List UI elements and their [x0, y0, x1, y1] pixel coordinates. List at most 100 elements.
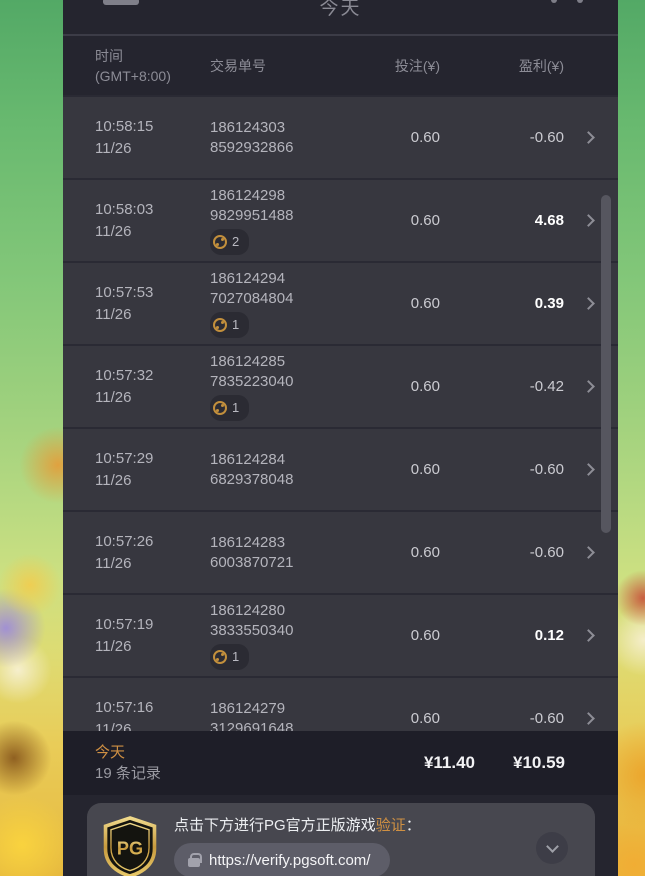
row-time: 10:57:16: [95, 698, 154, 716]
row-date: 11/26: [95, 305, 132, 323]
transaction-list: 10:58:15 11/26 186124303 8592932866 0.60…: [63, 95, 618, 731]
row-date: 11/26: [95, 471, 132, 489]
row-order-line2: 7835223040: [210, 373, 294, 390]
row-bet: 0.60: [410, 461, 440, 478]
row-profit: -0.60: [529, 461, 564, 478]
row-time: 10:57:19: [95, 615, 154, 633]
verify-banner-section: PG 点击下方进行PG官方正版游戏验证： https://verify.pgso…: [63, 795, 618, 876]
row-time-cell: 10:58:03 11/26: [95, 199, 210, 243]
row-date: 11/26: [95, 720, 132, 732]
row-date: 11/26: [95, 637, 132, 655]
row-detail-chevron[interactable]: [568, 629, 618, 642]
row-order-line2: 9829951488: [210, 207, 294, 224]
column-header-order: 交易单号: [210, 57, 266, 74]
row-order-line2: 3833550340: [210, 622, 294, 639]
chevron-right-icon: [581, 712, 595, 725]
row-bet: 0.60: [410, 129, 440, 146]
table-row[interactable]: 10:58:03 11/26 186124298 9829951488 2 0.…: [63, 180, 618, 261]
verify-url-pill[interactable]: https://verify.pgsoft.com/: [174, 843, 391, 876]
row-time-cell: 10:57:19 11/26: [95, 614, 210, 658]
row-bet: 0.60: [410, 627, 440, 644]
history-panel: 今天 时间 (GMT+8:00) 交易单号 投注(¥) 盈利(¥) 10:58:…: [63, 0, 618, 876]
bonus-badge: 1: [210, 395, 250, 421]
table-row[interactable]: 10:58:15 11/26 186124303 8592932866 0.60…: [63, 97, 618, 178]
pg-shield-logo: PG: [103, 816, 157, 876]
row-date: 11/26: [95, 554, 132, 572]
chevron-right-icon: [581, 214, 595, 227]
row-profit: -0.60: [529, 129, 564, 146]
chevron-right-icon: [581, 629, 595, 642]
row-order-line1: 186124284: [210, 450, 286, 468]
row-time-cell: 10:57:32 11/26: [95, 365, 210, 409]
row-order-line1: 186124285: [210, 353, 286, 370]
bonus-badge: 1: [210, 312, 250, 338]
badge-count: 2: [232, 234, 240, 249]
close-icon[interactable]: [577, 0, 583, 3]
row-bet: 0.60: [410, 295, 440, 312]
row-time: 10:57:53: [95, 283, 154, 301]
row-time: 10:58:03: [95, 200, 154, 218]
row-date: 11/26: [95, 222, 132, 240]
row-profit: 0.39: [534, 295, 564, 312]
row-detail-chevron[interactable]: [568, 712, 618, 725]
row-order-cell: 186124303 8592932866: [210, 118, 360, 158]
table-row[interactable]: 10:57:26 11/26 186124283 6003870721 0.60…: [63, 512, 618, 593]
summary-total-profit: ¥10.59: [513, 753, 565, 772]
table-row[interactable]: 10:57:29 11/26 186124284 6829378048 0.60…: [63, 429, 618, 510]
lock-icon: [188, 853, 202, 867]
svg-text:PG: PG: [117, 838, 143, 858]
summary-bar: 今天 19 条记录 ¥11.40 ¥10.59: [63, 731, 618, 795]
history-icon[interactable]: [551, 0, 557, 3]
summary-day: 今天: [95, 744, 126, 761]
row-time: 10:57:32: [95, 366, 154, 384]
row-order-line2: 6829378048: [210, 470, 294, 488]
row-order-line1: 186124303: [210, 118, 286, 136]
row-order-cell: 186124283 6003870721: [210, 533, 360, 573]
table-header: 时间 (GMT+8:00) 交易单号 投注(¥) 盈利(¥): [63, 36, 618, 95]
row-order-line2: 7027084804: [210, 290, 294, 307]
row-order-cell: 186124280 3833550340 1: [210, 601, 360, 670]
verify-url: https://verify.pgsoft.com/: [209, 851, 371, 869]
row-bet: 0.60: [410, 710, 440, 727]
table-row[interactable]: 10:57:19 11/26 186124280 3833550340 1 0.…: [63, 595, 618, 676]
table-row[interactable]: 10:57:32 11/26 186124285 7835223040 1 0.…: [63, 346, 618, 427]
bonus-icon: [213, 650, 227, 664]
bonus-icon: [213, 401, 227, 415]
verify-banner-body: 点击下方进行PG官方正版游戏验证： https://verify.pgsoft.…: [174, 816, 421, 876]
row-profit: -0.60: [529, 544, 564, 561]
row-time: 10:57:26: [95, 532, 154, 550]
row-order-cell: 186124284 6829378048: [210, 450, 360, 490]
summary-total-bet: ¥11.40: [423, 753, 475, 772]
table-row[interactable]: 10:57:53 11/26 186124294 7027084804 1 0.…: [63, 263, 618, 344]
row-order-cell: 186124285 7835223040 1: [210, 352, 360, 421]
verify-highlight: 验证: [375, 817, 406, 834]
row-time-cell: 10:57:26 11/26: [95, 531, 210, 575]
chevron-right-icon: [581, 546, 595, 559]
row-time-cell: 10:58:15 11/26: [95, 116, 210, 160]
row-time: 10:58:15: [95, 117, 154, 135]
row-order-cell: 186124298 9829951488 2: [210, 186, 360, 255]
row-order-line1: 186124294: [210, 270, 286, 287]
row-time-cell: 10:57:16 11/26: [95, 697, 210, 732]
table-row[interactable]: 10:57:16 11/26 186124279 3129691648 0.60…: [63, 678, 618, 731]
row-date: 11/26: [95, 388, 132, 406]
chevron-right-icon: [581, 463, 595, 476]
row-order-line1: 186124298: [210, 187, 286, 204]
row-profit: -0.60: [529, 710, 564, 727]
verify-banner-card: PG 点击下方进行PG官方正版游戏验证： https://verify.pgso…: [87, 803, 595, 876]
row-time-cell: 10:57:53 11/26: [95, 282, 210, 326]
row-profit: -0.42: [529, 378, 564, 395]
row-bet: 0.60: [410, 544, 440, 561]
row-detail-chevron[interactable]: [568, 131, 618, 144]
top-bar: 今天: [63, 0, 618, 36]
row-detail-chevron[interactable]: [568, 546, 618, 559]
menu-icon[interactable]: [103, 0, 139, 5]
bonus-icon: [213, 318, 227, 332]
chevron-right-icon: [581, 380, 595, 393]
collapse-banner-button[interactable]: [536, 832, 568, 864]
row-order-line2: 6003870721: [210, 553, 294, 571]
verify-message: 点击下方进行PG官方正版游戏验证：: [174, 817, 421, 834]
row-profit: 0.12: [534, 627, 564, 644]
scrollbar-thumb[interactable]: [601, 195, 611, 533]
row-bet: 0.60: [410, 212, 440, 229]
